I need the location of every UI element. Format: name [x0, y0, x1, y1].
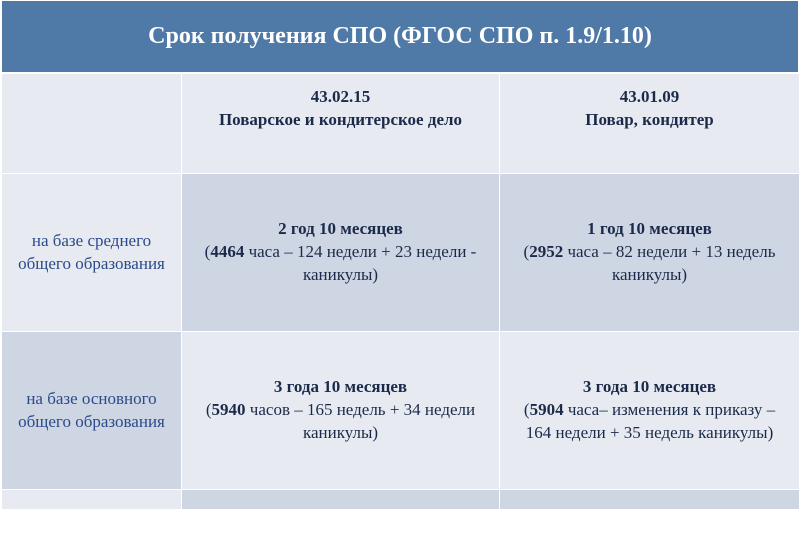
duration-text: 3 года 10 месяцев — [583, 377, 716, 396]
table-header-row: 43.02.15 Поварское и кондитерское дело 4… — [2, 74, 800, 174]
row-2-program-1-cell: 3 года 10 месяцев (5940 часов – 165 неде… — [182, 332, 500, 490]
footer-cell — [2, 490, 182, 510]
detail-after: часа – 82 недели + 13 недель каникулы) — [563, 242, 775, 284]
footer-cell — [182, 490, 500, 510]
slide-container: Срок получения СПО (ФГОС СПО п. 1.9/1.10… — [0, 0, 800, 511]
program-1-header: 43.02.15 Поварское и кондитерское дело — [182, 74, 500, 174]
duration-text: 1 год 10 месяцев — [587, 219, 712, 238]
slide-title: Срок получения СПО (ФГОС СПО п. 1.9/1.10… — [1, 0, 799, 73]
detail-after: часа – 124 недели + 23 недели - каникулы… — [244, 242, 476, 284]
table-row: на базе среднего общего образования 2 го… — [2, 174, 800, 332]
program-2-code: 43.01.09 — [620, 87, 680, 106]
program-2-header: 43.01.09 Повар, кондитер — [500, 74, 800, 174]
row-2-label: на базе основного общего образования — [2, 332, 182, 490]
program-1-code: 43.02.15 — [311, 87, 371, 106]
program-2-name: Повар, кондитер — [585, 110, 714, 129]
duration-table: 43.02.15 Поварское и кондитерское дело 4… — [1, 73, 800, 510]
program-1-name: Поварское и кондитерское дело — [219, 110, 462, 129]
table-row: на базе основного общего образования 3 г… — [2, 332, 800, 490]
header-empty-cell — [2, 74, 182, 174]
duration-text: 2 год 10 месяцев — [278, 219, 403, 238]
row-2-program-2-cell: 3 года 10 месяцев (5904 часа– изменения … — [500, 332, 800, 490]
hours-value: 2952 — [529, 242, 563, 261]
table-footer-row — [2, 490, 800, 510]
row-1-program-1-cell: 2 год 10 месяцев (4464 часа – 124 недели… — [182, 174, 500, 332]
hours-value: 5904 — [530, 400, 564, 419]
detail-after: часов – 165 недель + 34 недели каникулы) — [246, 400, 476, 442]
detail-after: часа– изменения к приказу – 164 недели +… — [526, 400, 775, 442]
footer-cell — [500, 490, 800, 510]
duration-text: 3 года 10 месяцев — [274, 377, 407, 396]
hours-value: 5940 — [212, 400, 246, 419]
row-1-program-2-cell: 1 год 10 месяцев (2952 часа – 82 недели … — [500, 174, 800, 332]
hours-value: 4464 — [210, 242, 244, 261]
row-1-label: на базе среднего общего образования — [2, 174, 182, 332]
